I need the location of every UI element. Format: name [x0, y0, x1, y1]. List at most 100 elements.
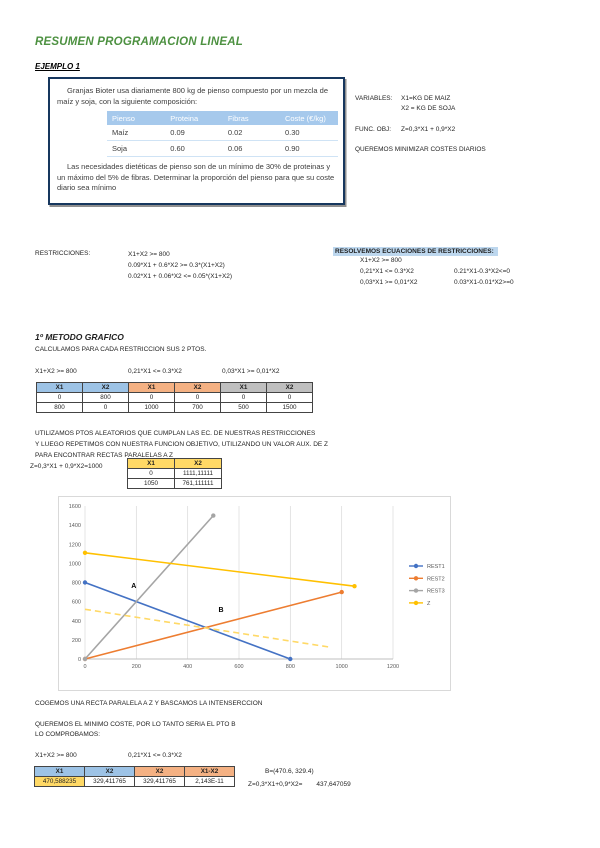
cell: 1111,11111 — [174, 468, 222, 479]
header-cell: X1 — [127, 458, 175, 469]
header-cell: Fibras — [222, 111, 280, 125]
svg-text:1000: 1000 — [69, 561, 81, 567]
header-cell: Proteina — [165, 111, 223, 125]
solve-eq: 0,21*X1 <= 0.3*X2 — [360, 267, 414, 275]
result-cell-x1: 470,588235 — [34, 776, 85, 787]
header-cell: X1-X2 — [184, 766, 235, 777]
solve-eq: 0.03*X1-0.01*X2>=0 — [454, 278, 514, 286]
table-header-row: X1 X2 X1 X2 X1 X2 — [36, 382, 313, 393]
table-row: 0 800 0 0 0 0 — [36, 392, 313, 403]
chart-svg: 0 200 400 600 800 1000 1200 1400 1600 0 200 400 600 8… — [69, 504, 445, 670]
restriction-points-table: X1 X2 X1 X2 X1 X2 0 800 0 0 0 0 800 0 10… — [36, 382, 313, 413]
table-header-row: X1 X2 X2 X1-X2 — [34, 766, 235, 777]
table-row: 800 0 1000 700 500 1500 — [36, 402, 313, 413]
solve-line-2: 0,21*X1 <= 0.3*X2 0.21*X1-0.3*X2<=0 — [360, 267, 514, 278]
table-row: 470,588235 329,411765 329,411765 2,143E-… — [34, 776, 235, 787]
z-points-table: X1 X2 0 1111,11111 1050 761,111111 — [127, 458, 222, 489]
header-cell: Pienso — [107, 111, 166, 125]
cell: 0 — [266, 392, 313, 403]
point-b-text: B=(470.6, 329.4) — [265, 768, 314, 775]
svg-text:400: 400 — [183, 664, 192, 670]
svg-text:200: 200 — [72, 638, 81, 644]
table-header-row: Pienso Proteina Fibras Coste (€/kg) — [107, 111, 338, 125]
header-cell: X2 — [174, 382, 221, 393]
z-result-value: 437,647059 — [316, 781, 351, 788]
svg-text:800: 800 — [286, 664, 295, 670]
cell: Soja — [107, 140, 166, 157]
objective-label: FUNC. OBJ: — [355, 126, 392, 133]
solve-block: RESOLVEMOS ECUACIONES DE RESTRICCIONES: … — [333, 247, 514, 288]
cell: 0.60 — [165, 140, 223, 157]
svg-text:200: 200 — [132, 664, 141, 670]
restrictions-list: X1+X2 >= 800 0.09*X1 + 0.6*X2 >= 0.3*(X1… — [128, 250, 232, 282]
cell: 0 — [82, 402, 129, 413]
aux-paragraph: UTILIZAMOS PTOS ALEATORIOS QUE CUMPLAN L… — [35, 428, 328, 461]
cell: 0 — [220, 392, 267, 403]
cell: 0.09 — [165, 125, 223, 141]
header-cell: X1 — [34, 766, 85, 777]
svg-text:1200: 1200 — [387, 664, 399, 670]
cell: 0.30 — [279, 125, 338, 141]
svg-text:REST3: REST3 — [427, 589, 445, 595]
cell: 761,111111 — [174, 478, 222, 489]
cell: 329,411765 — [134, 776, 185, 787]
goal-text: QUEREMOS MINIMIZAR COSTES DIARIOS — [355, 146, 486, 153]
svg-text:800: 800 — [72, 581, 81, 587]
cell: 700 — [174, 402, 221, 413]
table-header-row: X1 X2 — [127, 458, 222, 469]
equation: X1+X2 >= 800 — [35, 368, 77, 375]
equation: 0,21*X1 <= 0.3*X2 — [128, 752, 182, 759]
header-cell: X2 — [134, 766, 185, 777]
restriction-1: X1+X2 >= 800 — [128, 251, 170, 258]
svg-text:600: 600 — [234, 664, 243, 670]
variables-label: VARIABLES: — [355, 95, 393, 102]
svg-text:Z: Z — [427, 601, 431, 607]
equation: 0,03*X1 >= 0,01*X2 — [222, 368, 280, 375]
solve-line-1: X1+X2 >= 800 — [360, 257, 402, 264]
restriction-2: 0.09*X1 + 0.6*X2 >= 0.3*(X1+X2) — [128, 261, 225, 269]
svg-text:B: B — [219, 607, 224, 614]
solve-eq: 0.21*X1-0.3*X2<=0 — [454, 267, 511, 275]
variable-x2: X2 = KG DE SOJA — [401, 105, 456, 112]
cell: 0 — [36, 392, 83, 403]
cell: 0 — [128, 392, 175, 403]
cell: 800 — [36, 402, 83, 413]
table-row: Soja 0.60 0.06 0.90 — [107, 140, 338, 157]
cell: 0 — [174, 392, 221, 403]
solve-eq: 0,03*X1 >= 0,01*X2 — [360, 278, 418, 286]
table-row: 0 1111,11111 — [127, 468, 222, 479]
svg-text:400: 400 — [72, 619, 81, 625]
z-result-label: Z=0,3*X1+0,9*X2= — [248, 781, 303, 788]
header-cell: X1 — [36, 382, 83, 393]
svg-text:1200: 1200 — [69, 542, 81, 548]
header-cell: X1 — [220, 382, 267, 393]
svg-text:REST2: REST2 — [427, 576, 445, 582]
header-cell: X2 — [82, 382, 129, 393]
z-aux-equation: Z=0,3*X1 + 0,9*X2=1000 — [30, 463, 103, 470]
variables-block: VARIABLES: X1=KG DE MAIZ X2 = KG DE SOJA … — [355, 94, 486, 155]
conclusion-line-2: QUEREMOS EL MINIMO COSTE, POR LO TANTO S… — [35, 721, 236, 728]
objective-line: FUNC. OBJ: Z=0,3*X1 + 0,9*X2 — [355, 125, 486, 135]
objective-function: Z=0,3*X1 + 0,9*X2 — [401, 126, 456, 133]
svg-text:1400: 1400 — [69, 523, 81, 529]
solution-check-table: X1 X2 X2 X1-X2 470,588235 329,411765 329… — [34, 766, 235, 787]
svg-text:1600: 1600 — [69, 504, 81, 510]
solve-line-3: 0,03*X1 >= 0,01*X2 0.03*X1-0.01*X2>=0 — [360, 278, 514, 289]
svg-text:600: 600 — [72, 600, 81, 606]
cell: 329,411765 — [84, 776, 135, 787]
cell: 2,143E-11 — [184, 776, 235, 787]
variable-x1: X1=KG DE MAIZ — [401, 95, 451, 102]
feed-composition-table: Pienso Proteina Fibras Coste (€/kg) Maíz… — [107, 111, 338, 157]
table-row: Maíz 0.09 0.02 0.30 — [107, 125, 338, 141]
example-heading: EJEMPLO 1 — [35, 62, 80, 71]
table-row: 1050 761,111111 — [127, 478, 222, 489]
method-chart: 0 200 400 600 800 1000 1200 1400 1600 0 200 400 600 8… — [58, 496, 451, 691]
svg-text:REST1: REST1 — [427, 564, 445, 570]
method-subtitle: CALCULAMOS PARA CADA RESTRICCION SUS 2 P… — [35, 346, 207, 353]
cell: 0.90 — [279, 140, 338, 157]
problem-statement-box: Granjas Bioter usa diariamente 800 kg de… — [48, 77, 345, 205]
header-cell: Coste (€/kg) — [279, 111, 338, 125]
aux-line-3: PARA ENCONTRAR RECTAS PARALELAS A Z — [35, 452, 173, 459]
conclusion-line-1: COGEMOS UNA RECTA PARALELA A Z Y BASCAMO… — [35, 700, 263, 707]
variables-line: VARIABLES: X1=KG DE MAIZ — [355, 94, 486, 104]
